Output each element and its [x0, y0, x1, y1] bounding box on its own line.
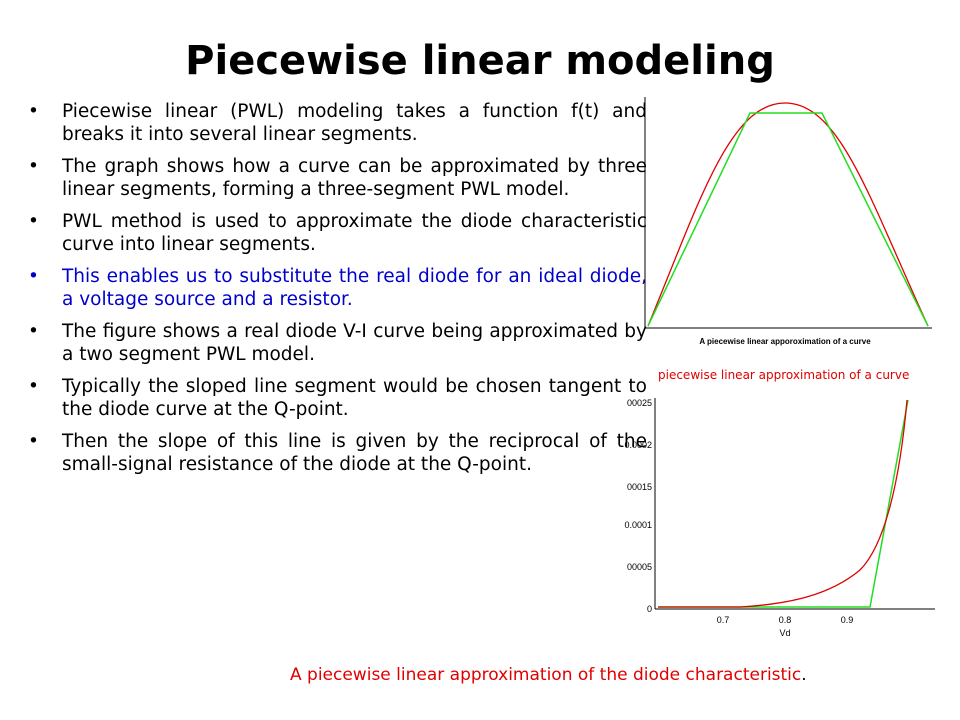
y-tick-label: 0.0002: [624, 440, 652, 450]
bullet: The figure shows a real diode V-I curve …: [28, 320, 647, 366]
y-tick-label: 00005: [627, 562, 652, 572]
bullet: Piecewise linear (PWL) modeling takes a …: [28, 100, 647, 146]
caption-period: .: [801, 665, 807, 685]
x-tick-label: 0.7: [717, 615, 730, 625]
x-axis-label: Vd: [779, 628, 790, 638]
y-tick-label: 0.0001: [624, 520, 652, 530]
figure-1: A piecewise linear apporoximation of a c…: [644, 97, 932, 346]
x-tick-label: 0.8: [779, 615, 792, 625]
y-tick-label: 00015: [627, 482, 652, 492]
bullet-list: Piecewise linear (PWL) modeling takes a …: [28, 100, 647, 485]
pwl-approximation: [658, 399, 909, 608]
figure-caption: piecewise linear approximation of a curv…: [658, 368, 910, 382]
pwl-approximation: [647, 112, 929, 327]
bullet: Then the slope of this line is given by …: [28, 430, 647, 476]
diode-curve: [658, 399, 908, 608]
curve: [647, 102, 929, 327]
bullet: Typically the sloped line segment would …: [28, 375, 647, 421]
bullet: The graph shows how a curve can be appro…: [28, 155, 647, 201]
slide-title: Piecewise linear modeling: [185, 38, 775, 84]
caption-text: A piecewise linear approximation of the …: [290, 665, 802, 685]
figure-inner-caption: A piecewise linear apporoximation of a c…: [699, 337, 871, 346]
bullet: This enables us to substitute the real d…: [28, 265, 647, 311]
bullet: PWL method is used to approximate the di…: [28, 210, 647, 256]
figure-2: 00025 0.0002 00015 0.0001 00005 0 0.7 0.…: [624, 398, 935, 638]
figure-caption: A piecewise linear approximation of the …: [290, 665, 807, 685]
x-tick-label: 0.9: [841, 615, 854, 625]
y-tick-label: 0: [647, 604, 652, 614]
y-tick-label: 00025: [627, 398, 652, 408]
